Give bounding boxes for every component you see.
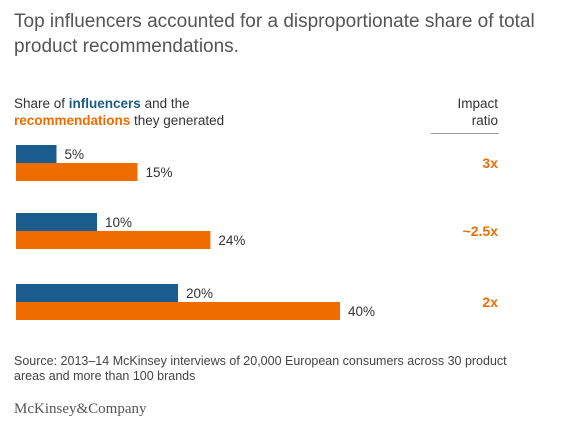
impact-ratio-header-line1: Impact [457, 96, 498, 111]
mckinsey-logo: McKinsey&Company [14, 401, 147, 417]
impact-ratio-3: 2x [482, 294, 498, 310]
value-label-influencers-1: 5% [65, 147, 85, 162]
source-note: Source: 2013–14 McKinsey interviews of 2… [14, 354, 507, 383]
subtitle-text-2: and the [140, 96, 190, 111]
value-label-influencers-2: 10% [105, 215, 132, 230]
bar-influencers-3 [16, 284, 178, 302]
impact-ratio-1: 3x [482, 155, 498, 171]
chart-title: Top influencers accounted for a dispropo… [14, 11, 535, 57]
impact-ratio-2: ~2.5x [463, 223, 499, 239]
influencers-label: influencers [68, 96, 141, 111]
impact-ratio-header-line2: ratio [471, 113, 498, 128]
subtitle-text-1: Share of [14, 96, 69, 111]
value-label-recommendations-1: 15% [146, 165, 173, 180]
value-label-influencers-3: 20% [186, 286, 213, 301]
value-label-recommendations-3: 40% [348, 304, 375, 319]
bar-influencers-2 [16, 213, 97, 231]
bar-recommendations-2 [16, 231, 211, 249]
subtitle-text-3: they generated [130, 113, 225, 128]
impact-ratio-header: Impact ratio [457, 95, 498, 129]
bar-recommendations-3 [16, 302, 340, 320]
impact-ratio-rule [431, 133, 499, 134]
bar-recommendations-1 [16, 163, 138, 181]
bar-influencers-1 [16, 145, 57, 163]
chart-subtitle: Share of influencers and the recommendat… [14, 95, 224, 129]
recommendations-label: recommendations [14, 113, 131, 128]
value-label-recommendations-2: 24% [218, 233, 245, 248]
